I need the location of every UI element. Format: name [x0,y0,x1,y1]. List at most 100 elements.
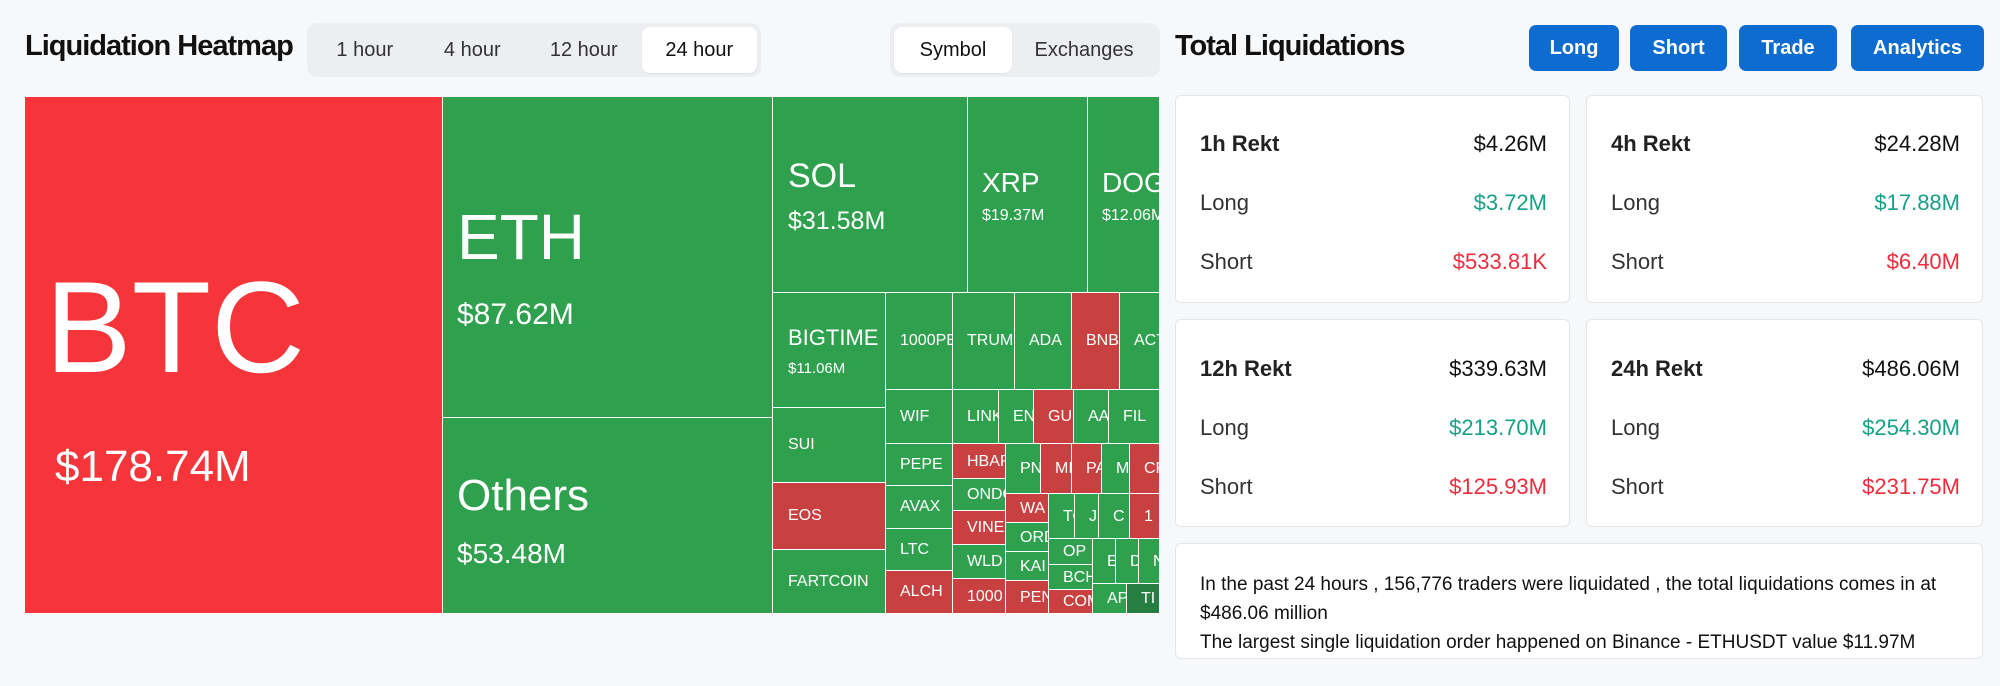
card-long-row: Long $254.30M [1611,417,1960,439]
tile-symbol: BNB [1086,332,1119,349]
tab-24-hour[interactable]: 24 hour [641,27,757,73]
long-value: $3.72M [1473,190,1547,215]
tab-exchanges[interactable]: Exchanges [1034,38,1134,61]
tile-symbol: ETH [457,201,585,273]
tile-symbol: C [1113,508,1125,525]
card-total: $24.28M [1874,131,1960,156]
heatmap-tile-bigtime[interactable]: BIGTIME $11.06M [773,293,886,408]
heatmap-tile-ap[interactable]: AP [1093,584,1127,614]
heatmap-tile-op[interactable]: OP [1049,539,1093,565]
tile-symbol: SOL [788,157,857,195]
short-button[interactable]: Short [1630,25,1727,71]
stat-card-12h: 12h Rekt $339.63M Long $213.70M Short $125.… [1175,319,1570,527]
tab-1-hour[interactable]: 1 hour [336,38,394,61]
heatmap-tile-link[interactable]: LINK [953,390,999,444]
card-header-row: 24h Rekt $486.06M [1611,358,1960,380]
tile-value: $11.06M [788,360,846,377]
card-long-row: Long $17.88M [1611,192,1960,214]
heatmap-tile-bnb[interactable]: BNB [1072,293,1120,390]
tile-symbol: FARTCOIN [788,573,869,590]
heatmap-tile-c[interactable]: C [1099,494,1130,539]
heatmap-tile-n[interactable]: N [1139,539,1160,584]
heatmap-tile-sol[interactable]: SOL $31.58M [773,97,968,293]
heatmap-tile-pepe[interactable]: PEPE [886,444,953,486]
heatmap-tile-sui[interactable]: SUI [773,408,886,483]
short-value: $533.81K [1452,249,1547,274]
heatmap-tile-1000[interactable]: 1000 [953,579,1006,614]
tab-symbol[interactable]: Symbol [894,27,1012,73]
heatmap-tile-j[interactable]: J [1075,494,1099,539]
tile-symbol: TI [1141,590,1156,607]
tile-symbol: E [1107,554,1115,570]
tile-symbol: PNUT [1020,460,1041,477]
tile-symbol: ALCH [900,583,943,600]
analytics-button[interactable]: Analytics [1851,25,1984,71]
heatmap-tile-bch[interactable]: BCH [1049,565,1093,590]
heatmap-tile-wld[interactable]: WLD [953,545,1006,579]
heatmap-tile-ada[interactable]: ADA [1015,293,1072,390]
stat-card-24h: 24h Rekt $486.06M Long $254.30M Short $231.… [1586,319,1983,527]
heatmap-tile-doge[interactable]: DOGE $12.06M [1088,97,1160,293]
tile-symbol: PEPE [900,456,943,473]
tile-symbol: WA [1020,500,1046,517]
liquidation-heatmap: BTC $178.74M ETH $87.62M Others $53.48M … [25,97,1160,614]
heatmap-tile-pa[interactable]: PA [1072,444,1102,494]
heatmap-tile-to[interactable]: TO [1049,494,1075,539]
long-button[interactable]: Long [1529,25,1619,71]
heatmap-tile-alch[interactable]: ALCH [886,571,953,614]
heatmap-tile-pnut[interactable]: PNUT [1006,444,1041,494]
tile-symbol: M [1116,460,1130,477]
heatmap-tile-ord[interactable]: ORD [1006,523,1049,552]
heatmap-tile-eos[interactable]: EOS [773,483,886,550]
heatmap-tile-d[interactable]: D [1116,539,1139,584]
tile-symbol: ONDO [967,486,1005,503]
heatmap-tile-ltc[interactable]: LTC [886,529,953,571]
heatmap-tile-com[interactable]: COM [1049,590,1093,614]
heatmap-tile-aave[interactable]: AAVE [1074,390,1109,444]
heatmap-tile-1000pepe[interactable]: 1000PEPE [886,293,953,390]
tile-symbol: CR [1144,460,1159,477]
heatmap-tile-others[interactable]: Others $53.48M [443,418,773,614]
heatmap-tile-eth[interactable]: ETH $87.62M [443,97,773,418]
short-label: Short [1611,474,1664,499]
trade-button[interactable]: Trade [1739,25,1837,71]
heatmap-tile-act[interactable]: ACT [1120,293,1160,390]
card-total: $4.26M [1473,131,1547,156]
card-label: 12h Rekt [1200,356,1292,381]
heatmap-tile-vine[interactable]: VINE [953,511,1006,545]
card-short-row: Short $533.81K [1200,251,1547,273]
heatmap-tile-ena[interactable]: ENA [999,390,1034,444]
heatmap-tile-wif[interactable]: WIF [886,390,953,444]
tile-symbol: BCH [1063,569,1092,586]
long-value: $254.30M [1862,415,1960,440]
heatmap-tile-trump[interactable]: TRUMP [953,293,1015,390]
long-label: Long [1200,415,1249,440]
tile-symbol: AAVE [1088,408,1109,425]
tile-value: $178.74M [55,442,251,491]
tile-symbol: FIL [1123,408,1147,425]
short-label: Short [1200,474,1253,499]
heatmap-tile-pen[interactable]: PEN [1006,581,1049,614]
heatmap-tile-mi[interactable]: MI [1041,444,1072,494]
long-label: Long [1611,190,1660,215]
tile-symbol: TRUMP [967,332,1014,349]
heatmap-tile-fil[interactable]: FIL [1109,390,1160,444]
heatmap-tile-avax[interactable]: AVAX [886,486,953,529]
heatmap-tile-m[interactable]: M [1102,444,1130,494]
tab-12-hour[interactable]: 12 hour [549,38,618,61]
heatmap-tile-1[interactable]: 1 [1130,494,1160,539]
heatmap-tile-cr[interactable]: CR [1130,444,1160,494]
heatmap-tile-hbar[interactable]: HBAR [953,444,1006,479]
stat-card-1h: 1h Rekt $4.26M Long $3.72M Short $533.81K [1175,95,1570,303]
heatmap-tile-gu[interactable]: GU [1034,390,1074,444]
heatmap-tile-xrp[interactable]: XRP $19.37M [968,97,1088,293]
tab-4-hour[interactable]: 4 hour [443,38,501,61]
heatmap-tile-fartcoin[interactable]: FARTCOIN [773,550,886,614]
tile-symbol: D [1130,554,1138,570]
heatmap-tile-btc[interactable]: BTC $178.74M [25,97,443,614]
heatmap-tile-ondo[interactable]: ONDO [953,479,1006,511]
heatmap-tile-wa[interactable]: WA [1006,494,1049,523]
heatmap-tile-e[interactable]: E [1093,539,1116,584]
heatmap-tile-kai[interactable]: KAI [1006,552,1049,581]
heatmap-tile-ti[interactable]: TI [1127,584,1160,614]
